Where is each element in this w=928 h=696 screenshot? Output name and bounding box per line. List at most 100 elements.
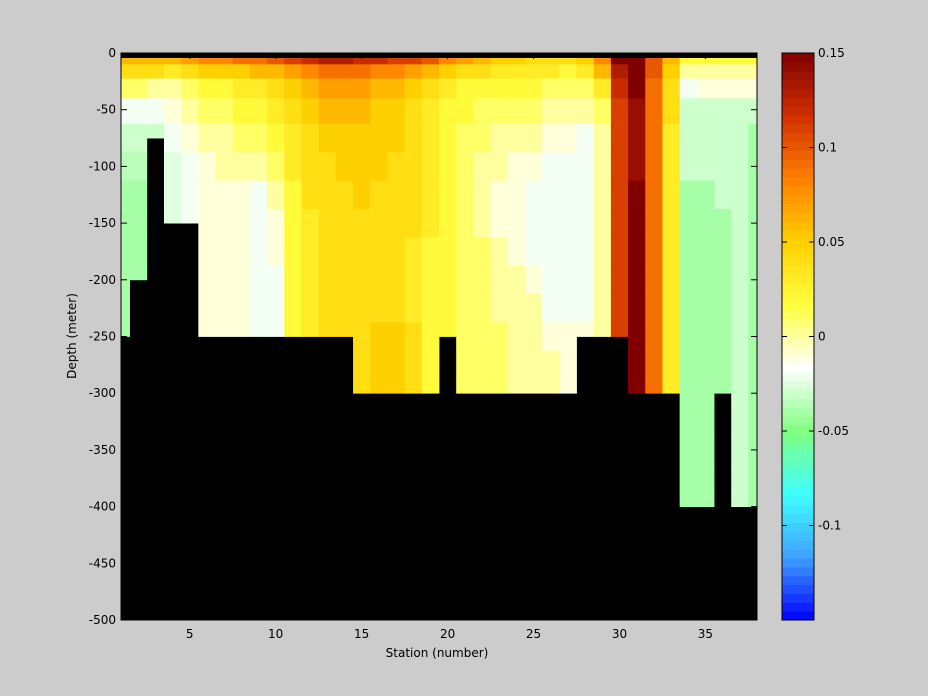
heatmap-cell bbox=[696, 64, 715, 79]
heatmap-cell bbox=[335, 237, 354, 267]
heatmap-cell bbox=[696, 78, 715, 99]
heatmap-cell bbox=[163, 180, 182, 210]
heatmap-cell bbox=[490, 64, 509, 79]
heatmap-cell bbox=[731, 464, 749, 493]
heatmap-cell bbox=[404, 265, 423, 295]
colorbar-band bbox=[782, 363, 814, 373]
colorbar-tick-label: 0.1 bbox=[818, 141, 837, 155]
heatmap-cell bbox=[421, 208, 440, 238]
colorbar-band bbox=[782, 239, 814, 249]
heatmap-cell bbox=[593, 78, 612, 99]
heatmap-cell bbox=[679, 55, 698, 65]
heatmap-cell bbox=[232, 293, 251, 323]
colorbar-band bbox=[782, 123, 814, 134]
heatmap-cell bbox=[232, 98, 251, 125]
heatmap-cell bbox=[335, 64, 354, 79]
heatmap-cell bbox=[679, 265, 698, 295]
heatmap-cell bbox=[215, 152, 234, 181]
heatmap-cell bbox=[456, 123, 474, 153]
heatmap-cell bbox=[267, 265, 285, 295]
heatmap-cell bbox=[267, 64, 285, 79]
heatmap-cell bbox=[198, 180, 216, 210]
heatmap-cell bbox=[507, 208, 526, 238]
heatmap-cell bbox=[421, 55, 440, 65]
colorbar-band bbox=[782, 79, 814, 89]
y-tick-label: -350 bbox=[89, 443, 116, 457]
heatmap-cell bbox=[439, 78, 457, 99]
y-tick-label: -300 bbox=[89, 386, 116, 400]
heatmap-cell bbox=[714, 293, 732, 323]
heatmap-cell bbox=[593, 55, 612, 65]
heatmap-cell bbox=[387, 78, 406, 99]
heatmap-cell bbox=[524, 379, 543, 394]
heatmap-cell bbox=[731, 123, 749, 153]
x-tick-label: 35 bbox=[698, 627, 713, 641]
heatmap-cell bbox=[696, 180, 715, 210]
colorbar-band bbox=[782, 106, 814, 116]
heatmap-cell bbox=[559, 265, 577, 295]
heatmap-cell bbox=[662, 78, 681, 99]
heatmap-cell bbox=[215, 208, 234, 238]
colorbar-band bbox=[782, 575, 814, 586]
heatmap-cell bbox=[456, 350, 474, 380]
heatmap-cell bbox=[542, 98, 560, 125]
heatmap-cell bbox=[731, 265, 749, 295]
heatmap-cell bbox=[335, 55, 354, 65]
heatmap-cell bbox=[628, 64, 646, 79]
heatmap-cell bbox=[731, 78, 749, 99]
colorbar-band bbox=[782, 265, 814, 275]
heatmap-cell bbox=[542, 237, 560, 267]
heatmap-cell bbox=[542, 180, 560, 210]
heatmap-cell bbox=[645, 98, 663, 125]
heatmap-cell bbox=[679, 435, 698, 465]
heatmap-cell bbox=[318, 293, 337, 323]
heatmap-cell bbox=[696, 379, 715, 408]
heatmap-cell bbox=[714, 322, 732, 352]
heatmap-cell bbox=[645, 64, 663, 79]
colorbar-band bbox=[782, 602, 814, 612]
heatmap-cell bbox=[353, 78, 371, 99]
heatmap-cell bbox=[559, 152, 577, 181]
colorbar-band bbox=[782, 442, 814, 453]
heatmap-cell bbox=[662, 379, 681, 394]
colorbar-band bbox=[782, 194, 814, 205]
colorbar-band bbox=[782, 301, 814, 311]
colorbar-gradient bbox=[782, 53, 814, 621]
heatmap-cell bbox=[662, 350, 681, 380]
heatmap-cell bbox=[318, 98, 337, 125]
heatmap-cell bbox=[559, 208, 577, 238]
heatmap-cell bbox=[696, 237, 715, 267]
heatmap-cell bbox=[421, 123, 440, 153]
heatmap-cell bbox=[490, 208, 509, 238]
heatmap-cell bbox=[628, 350, 646, 380]
heatmap-cell bbox=[353, 55, 371, 65]
heatmap-cell bbox=[576, 180, 595, 210]
x-axis-label: Station (number) bbox=[386, 646, 489, 660]
heatmap-cell bbox=[129, 152, 148, 181]
heatmap-cell bbox=[542, 293, 560, 323]
heatmap-cell bbox=[731, 64, 749, 79]
heatmap-cell bbox=[714, 98, 732, 125]
heatmap-cell bbox=[731, 237, 749, 267]
heatmap-cell bbox=[163, 64, 182, 79]
heatmap-cell bbox=[490, 322, 509, 352]
heatmap-cell bbox=[318, 55, 337, 65]
heatmap-cell bbox=[353, 208, 371, 238]
heatmap-cell bbox=[249, 180, 268, 210]
heatmap-cell bbox=[731, 379, 749, 408]
heatmap-cell bbox=[679, 464, 698, 493]
heatmap-cell bbox=[679, 237, 698, 267]
heatmap-cell bbox=[731, 55, 749, 65]
heatmap-cell bbox=[198, 64, 216, 79]
colorbar-band bbox=[782, 531, 814, 541]
heatmap-cell bbox=[284, 237, 302, 267]
heatmap-cell bbox=[662, 293, 681, 323]
heatmap-cell bbox=[249, 123, 268, 153]
heatmap-cell bbox=[696, 208, 715, 238]
heatmap-cell bbox=[524, 55, 543, 65]
heatmap-cell bbox=[542, 55, 560, 65]
heatmap-cell bbox=[370, 64, 388, 79]
heatmap-cell bbox=[456, 78, 474, 99]
colorbar-band bbox=[782, 451, 814, 462]
heatmap-cell bbox=[610, 265, 629, 295]
